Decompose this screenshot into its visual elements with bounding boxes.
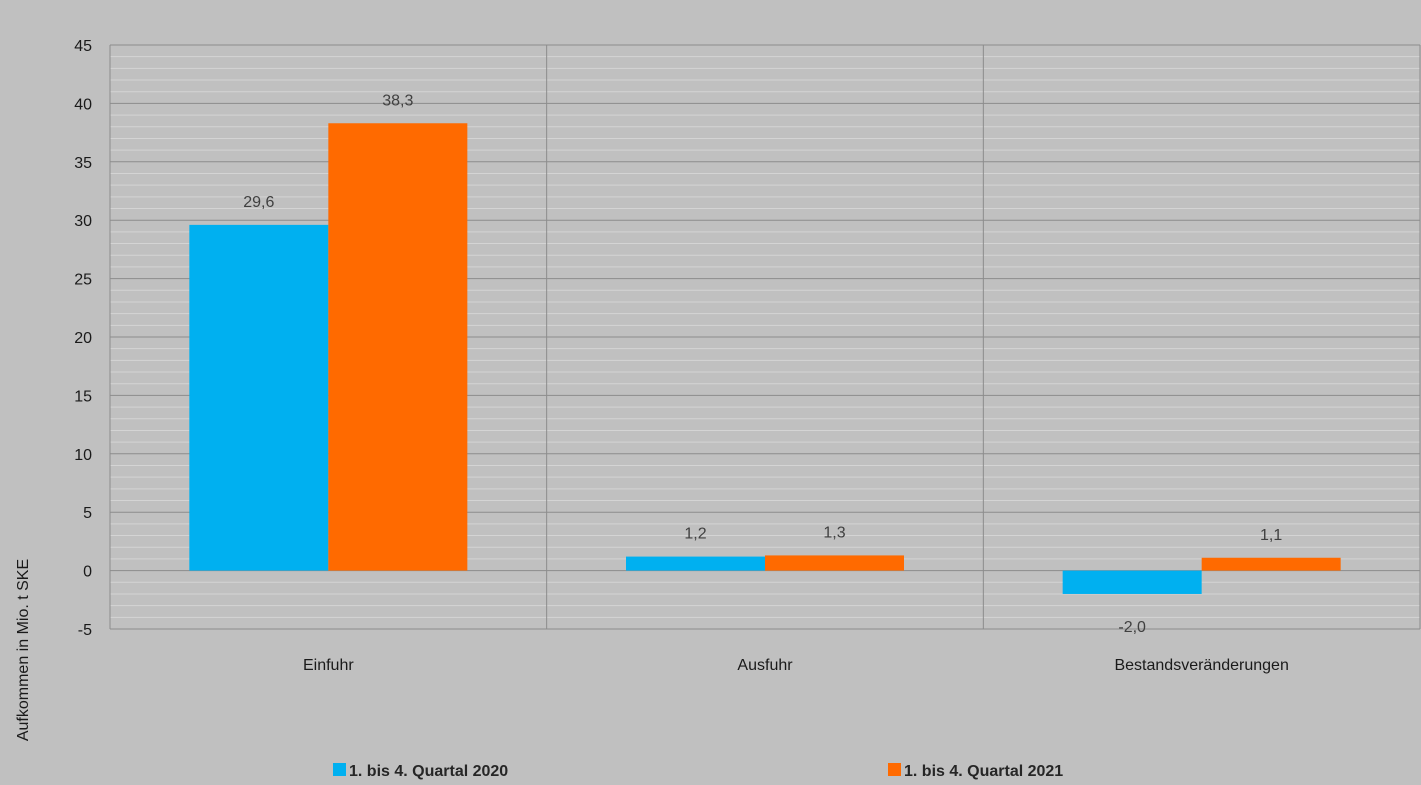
y-tick-label: 30 bbox=[74, 213, 92, 230]
bar-2-1 bbox=[1201, 557, 1341, 571]
y-tick-label: 5 bbox=[83, 505, 92, 522]
y-tick-label: 10 bbox=[74, 447, 92, 464]
legend-swatch bbox=[333, 763, 346, 776]
x-category-label: Bestandsveränderungen bbox=[1114, 657, 1288, 674]
bar-1-1 bbox=[765, 555, 904, 571]
y-axis-ticks: -5 0 5 10 15 20 25 30 35 40 45 bbox=[74, 38, 92, 639]
bar-2-0 bbox=[1062, 570, 1202, 594]
y-tick-label: 45 bbox=[74, 38, 92, 55]
x-axis-categories: Einfuhr Ausfuhr Bestandsveränderungen bbox=[303, 657, 1289, 674]
x-category-label: Einfuhr bbox=[303, 657, 354, 674]
legend-label: 1. bis 4. Quartal 2020 bbox=[349, 763, 508, 780]
y-tick-label: 25 bbox=[74, 272, 92, 289]
y-tick-label: -5 bbox=[78, 622, 92, 639]
data-label: 1,3 bbox=[823, 524, 845, 541]
bars bbox=[189, 123, 1341, 594]
legend-swatch bbox=[888, 763, 901, 776]
legend-label: 1. bis 4. Quartal 2021 bbox=[904, 763, 1063, 780]
data-label: -2,0 bbox=[1118, 619, 1146, 636]
x-category-label: Ausfuhr bbox=[737, 657, 793, 674]
legend: 1. bis 4. Quartal 2020 1. bis 4. Quartal … bbox=[333, 763, 1063, 780]
y-tick-label: 20 bbox=[74, 330, 92, 347]
value-labels: 29,6 38,3 1,2 1,3 -2,0 1,1 bbox=[243, 92, 1282, 636]
y-axis-title: Aufkommen in Mio. t SKE bbox=[15, 559, 32, 741]
data-label: 29,6 bbox=[243, 194, 274, 211]
bar-0-0 bbox=[189, 224, 329, 571]
y-tick-label: 0 bbox=[83, 564, 92, 581]
data-label: 1,2 bbox=[684, 526, 706, 543]
y-tick-label: 15 bbox=[74, 388, 92, 405]
y-tick-label: 40 bbox=[74, 96, 92, 113]
y-tick-label: 35 bbox=[74, 155, 92, 172]
data-label: 1,1 bbox=[1260, 527, 1282, 544]
bar-1-0 bbox=[626, 556, 765, 571]
data-label: 38,3 bbox=[382, 92, 413, 109]
bar-0-1 bbox=[328, 123, 468, 571]
